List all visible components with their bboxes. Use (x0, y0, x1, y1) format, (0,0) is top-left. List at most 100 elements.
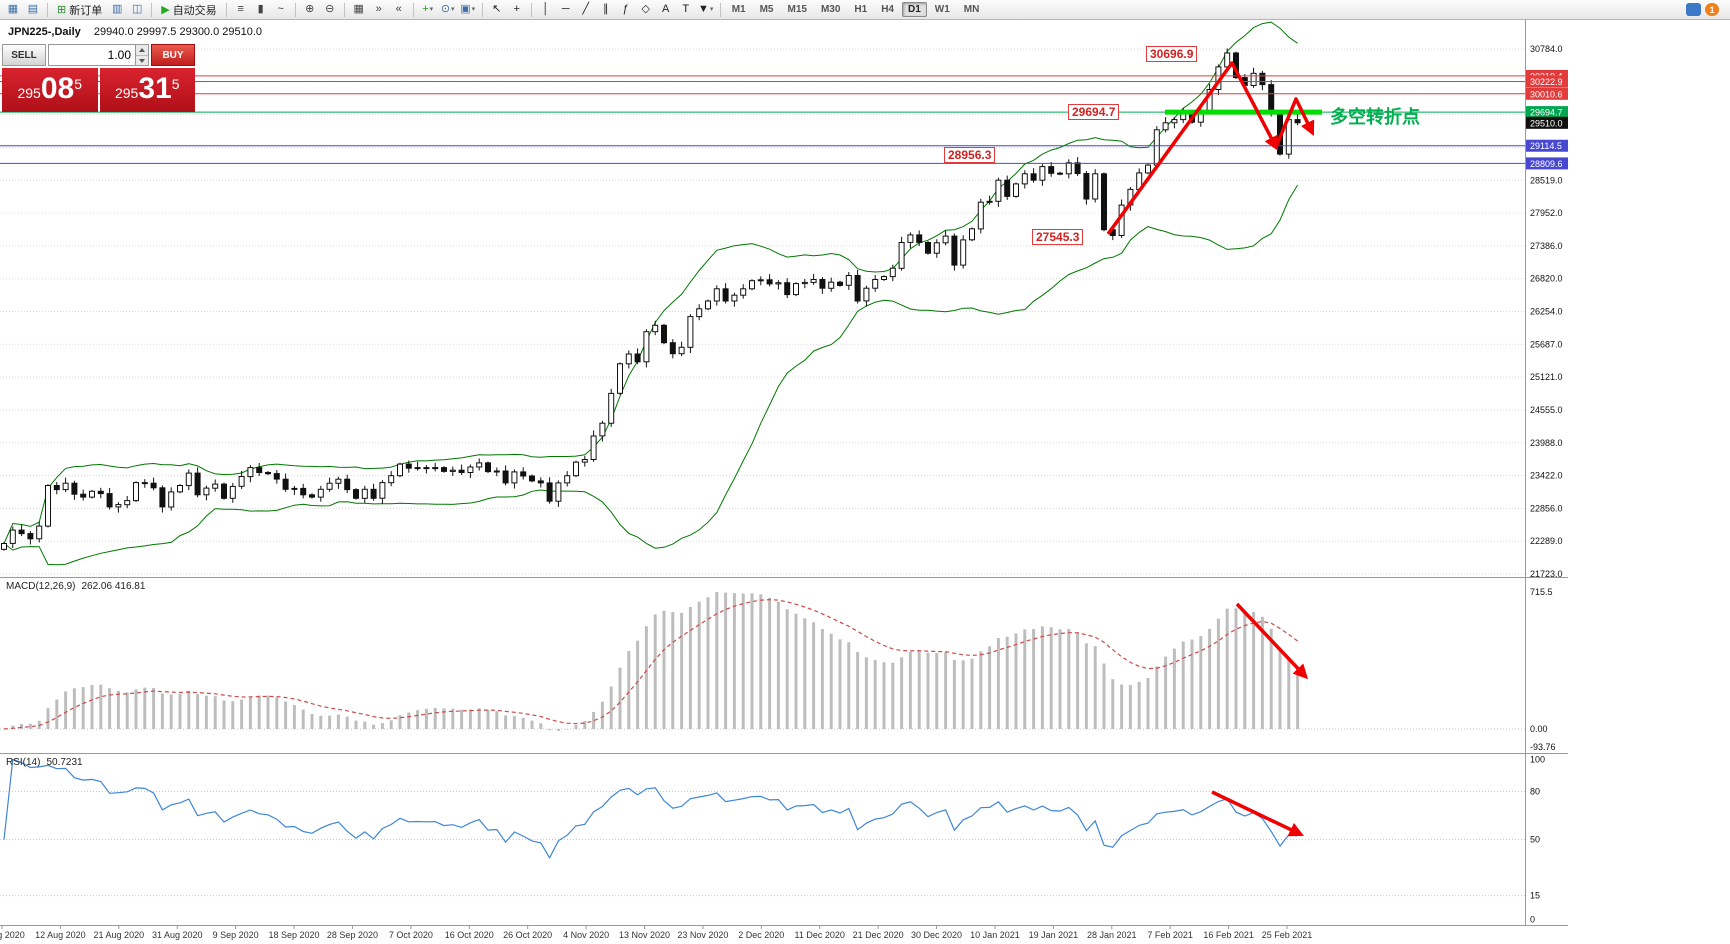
x-axis-date-label: 25 Feb 2021 (1262, 930, 1313, 940)
x-axis-date-label: 7 Feb 2021 (1147, 930, 1193, 940)
toolbar-separator (481, 2, 483, 17)
chart-shift-icon[interactable]: « (390, 1, 408, 18)
zoom-out-icon[interactable]: ⊖ (321, 1, 339, 18)
buy-button[interactable]: BUY (151, 44, 195, 66)
toolbar-separator (225, 2, 227, 17)
templates-icon[interactable]: ▣ ▾ (459, 1, 477, 18)
periods-icon-glyph: ⊙ (440, 3, 451, 15)
notifications-icon[interactable]: 1 (1705, 3, 1719, 16)
bollinger-lower-band[interactable] (3, 184, 1299, 566)
chart-profiles-icon-glyph: ▤ (27, 3, 39, 15)
zoom-in-icon[interactable]: ⊕ (301, 1, 319, 18)
new-chart-icon[interactable]: ▦ (4, 1, 22, 18)
sell-price-prefix: 295 (17, 85, 41, 101)
y-axis-label: 22289.0 (1530, 536, 1563, 546)
price-level-tag (1526, 87, 1568, 100)
horizontal-line-icon[interactable]: ─ (557, 1, 575, 18)
channel-icon-glyph: ∥ (602, 3, 609, 15)
new-order-button[interactable]: ⊞ 新订单 (52, 1, 107, 18)
x-axis-date-label: 19 Jan 2021 (1029, 930, 1079, 940)
chart-shift-icon-glyph: « (395, 3, 402, 15)
timeframe-d1[interactable]: D1 (902, 2, 927, 17)
trade-panel-controls: SELL 1.00 BUY (2, 44, 195, 66)
x-axis-date-label: 13 Nov 2020 (619, 930, 670, 940)
toolbar-right-icons: 1 (1686, 3, 1719, 16)
price-annotation-box[interactable]: 30696.9 (1146, 46, 1198, 62)
pivot-annotation-text[interactable]: 多空转折点 (1330, 107, 1420, 127)
arrows-tool-icon[interactable]: ▼ ▾ (697, 1, 715, 18)
chart-profiles-icon[interactable]: ▤ (24, 1, 42, 18)
vertical-line-icon-glyph: │ (542, 3, 550, 15)
y-axis-label: 30784.0 (1530, 44, 1563, 54)
cursor-icon[interactable]: ↖ (488, 1, 506, 18)
bollinger-upper-band[interactable] (3, 21, 1298, 544)
market-watch-icon[interactable]: ▥ (108, 1, 126, 18)
macd-values: 262.06 416.81 (81, 581, 146, 592)
price-annotation-box[interactable]: 28956.3 (944, 147, 996, 163)
timeframe-mn[interactable]: MN (963, 4, 980, 15)
candlestick-type-icon[interactable]: ▮ (252, 1, 270, 18)
x-axis-date-label: 21 Dec 2020 (853, 930, 904, 940)
y-axis-label: 22856.0 (1530, 503, 1563, 513)
community-icon[interactable] (1686, 3, 1701, 16)
trade-panel-prices: 295 08 5 295 31 5 (2, 68, 195, 112)
y-axis-label: 23988.0 (1530, 438, 1563, 448)
trend-arrow[interactable] (1274, 97, 1315, 148)
x-axis-date-label: 21 Aug 2020 (94, 930, 145, 940)
timeframe-w1[interactable]: W1 (934, 4, 950, 15)
x-axis-date-label: 31 Aug 2020 (152, 930, 203, 940)
x-axis-date-label: 16 Oct 2020 (445, 930, 494, 940)
timeframe-m1[interactable]: M1 (731, 4, 746, 15)
periods-icon[interactable]: ⊙ ▾ (439, 1, 457, 18)
fibonacci-icon[interactable]: ƒ (617, 1, 635, 18)
trend-arrow[interactable] (1106, 61, 1279, 236)
tile-windows-icon[interactable]: ▦ (350, 1, 368, 18)
auto-trading-button[interactable]: ▶ 自动交易 (156, 1, 221, 18)
templates-icon-glyph: ▣ (460, 3, 471, 15)
volume-down-icon[interactable] (136, 55, 148, 65)
auto-scroll-icon[interactable]: » (370, 1, 388, 18)
text-label-icon-glyph: T (682, 3, 690, 15)
line-chart-type-icon-glyph: ~ (277, 3, 284, 15)
timeframe-m15[interactable]: M15 (787, 4, 807, 15)
sell-button[interactable]: SELL (2, 44, 46, 66)
text-icon[interactable]: A (657, 1, 675, 18)
vertical-line-icon[interactable]: │ (537, 1, 555, 18)
timeframe-h4[interactable]: H4 (881, 4, 894, 15)
text-label-icon[interactable]: T (677, 1, 695, 18)
sell-price-button[interactable]: 295 08 5 (2, 68, 98, 112)
chart-title: JPN225-,Daily 29940.0 29997.5 29300.0 29… (8, 26, 262, 38)
y-axis-label: 23422.0 (1530, 471, 1563, 481)
indicators-icon[interactable]: + ▾ (419, 1, 437, 18)
volume-field[interactable]: 1.00 (48, 44, 149, 66)
macd-down-arrow[interactable] (1235, 602, 1309, 680)
volume-stepper[interactable] (135, 45, 148, 65)
timeframe-m30[interactable]: M30 (820, 4, 841, 15)
volume-up-icon[interactable] (136, 45, 148, 56)
shapes-icon[interactable]: ◇ (637, 1, 655, 18)
buy-price-big: 31 (138, 72, 172, 105)
toolbar-separator (530, 2, 532, 17)
current-price-text: 29510.0 (1530, 118, 1563, 128)
bar-chart-type-icon[interactable]: ≡ (232, 1, 250, 18)
line-chart-type-icon[interactable]: ~ (272, 1, 290, 18)
fibonacci-icon-glyph: ƒ (622, 3, 629, 15)
channel-icon[interactable]: ∥ (597, 1, 615, 18)
timeframe-h1[interactable]: H1 (854, 4, 868, 15)
volume-value[interactable]: 1.00 (107, 48, 131, 62)
timeframe-m5[interactable]: M5 (759, 4, 774, 15)
dropdown-arrow-icon: ▾ (471, 6, 476, 13)
shapes-icon-glyph: ◇ (641, 3, 650, 15)
rsi-down-arrow[interactable] (1211, 790, 1304, 837)
one-click-trading-panel: SELL 1.00 BUY 295 08 5 295 31 5 (2, 44, 195, 112)
price-annotation-box[interactable]: 27545.3 (1032, 229, 1084, 245)
data-window-icon[interactable]: ◫ (128, 1, 146, 18)
toolbar-separator (719, 2, 721, 17)
crosshair-icon[interactable]: + (508, 1, 526, 18)
arrows-tool-icon-glyph: ▼ (697, 3, 709, 15)
trendline-icon[interactable]: ╱ (577, 1, 595, 18)
buy-price-button[interactable]: 295 31 5 (99, 68, 195, 112)
price-annotation-box[interactable]: 29694.7 (1068, 104, 1120, 120)
